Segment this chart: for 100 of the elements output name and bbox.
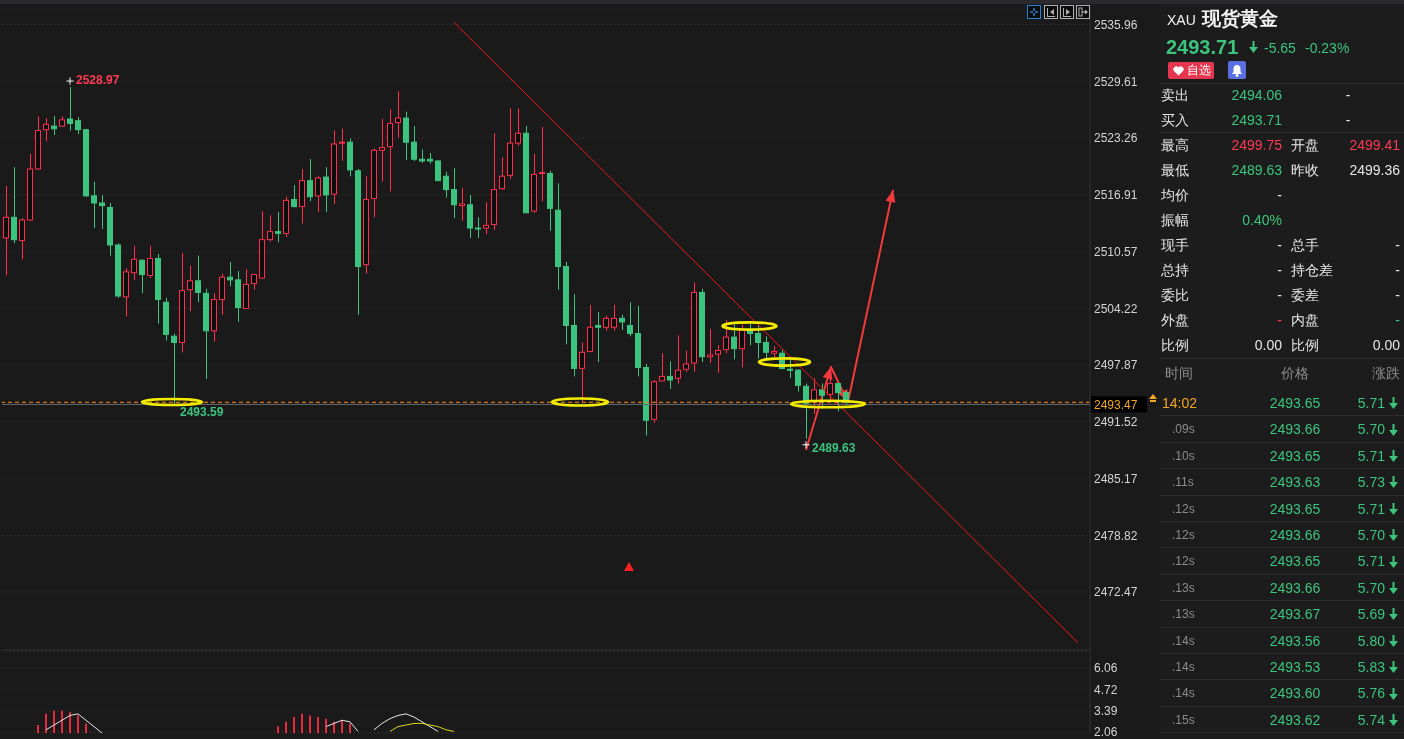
text: 2493.63 <box>1268 473 1322 493</box>
candlestick <box>147 245 153 279</box>
text: 2493.65 <box>1268 394 1322 413</box>
candlestick <box>187 265 193 312</box>
candlestick <box>275 211 281 243</box>
text: 2499.41 <box>1348 136 1400 155</box>
text: 2493.56 <box>1268 631 1322 651</box>
y-tick-label: 2478.82 <box>1094 528 1138 543</box>
candlestick <box>763 335 769 360</box>
text: 2493.71 <box>1166 35 1239 60</box>
y-tick-label: 2485.17 <box>1094 471 1138 486</box>
candlestick <box>675 334 681 385</box>
candlestick <box>19 217 25 260</box>
candlestick <box>67 86 73 132</box>
candlestick <box>627 301 633 337</box>
text: .12s <box>1172 500 1195 518</box>
candlestick <box>795 368 801 393</box>
annotation: 2493.59 <box>180 405 224 420</box>
text: - <box>1276 261 1282 280</box>
candlestick <box>667 360 673 390</box>
text: 2493.65 <box>1268 446 1322 466</box>
y-tick-label: 2.06 <box>1094 725 1118 739</box>
text: 2493.66 <box>1268 578 1322 598</box>
text: 5.73 <box>1356 473 1385 493</box>
text: 总手 <box>1291 236 1319 255</box>
text: 2489.63 <box>1230 161 1282 180</box>
text: 2493.65 <box>1268 499 1322 519</box>
candlestick <box>195 255 201 303</box>
text: 振幅 <box>1161 211 1189 230</box>
text: .09s <box>1172 421 1195 439</box>
candlestick <box>323 166 329 213</box>
candlestick <box>539 126 545 202</box>
text: 委比 <box>1161 286 1189 305</box>
candlestick <box>611 304 617 332</box>
text: - <box>1394 311 1400 330</box>
y-tick-label: 2523.26 <box>1094 131 1138 146</box>
text: .13s <box>1172 579 1195 597</box>
candlestick <box>835 382 841 412</box>
candlestick <box>307 158 313 202</box>
text: -0.23% <box>1305 39 1350 58</box>
text: 2493.66 <box>1268 420 1322 440</box>
text: 卖出 <box>1161 86 1189 105</box>
text: -5.65 <box>1264 39 1296 58</box>
text: 2493.53 <box>1268 658 1322 677</box>
candlestick <box>739 324 745 368</box>
candlestick <box>3 185 9 276</box>
text: 最高 <box>1161 136 1189 155</box>
candlestick <box>715 344 721 374</box>
candlestick <box>499 156 505 191</box>
candlestick <box>43 117 49 142</box>
line-series <box>389 722 455 732</box>
text: .12s <box>1172 553 1195 571</box>
text: .13s <box>1172 606 1195 624</box>
text: 比例 <box>1161 336 1189 355</box>
y-tick-label: 6.06 <box>1094 661 1118 676</box>
y-tick-label: 2497.87 <box>1094 358 1138 373</box>
text: - <box>1276 186 1282 205</box>
text: 0.00 <box>1371 336 1400 355</box>
y-tick-label: 3.39 <box>1094 704 1118 719</box>
candlestick <box>227 261 233 287</box>
text: 时间 <box>1165 364 1193 383</box>
text: 5.70 <box>1356 578 1385 598</box>
candlestick <box>723 319 729 354</box>
text: 2493.62 <box>1268 710 1322 730</box>
candlestick <box>395 90 401 139</box>
text: .14s <box>1172 632 1195 650</box>
y-tick-label: 4.72 <box>1094 682 1118 697</box>
candlestick <box>411 125 417 162</box>
text: 5.76 <box>1356 684 1385 704</box>
candlestick <box>435 159 441 182</box>
text: 现手 <box>1161 236 1189 255</box>
text: 内盘 <box>1291 311 1319 330</box>
candlestick <box>475 216 481 239</box>
candlestick <box>219 273 225 316</box>
annotation: 2489.63 <box>812 440 856 455</box>
y-tick-label: 2472.47 <box>1094 585 1138 600</box>
text: 2499.75 <box>1230 136 1282 155</box>
text: - <box>1395 262 1400 278</box>
text: 均价 <box>1161 186 1189 205</box>
candlestick <box>139 258 145 294</box>
text: .10s <box>1172 447 1195 465</box>
candlestick <box>387 108 393 192</box>
candlestick <box>11 166 17 244</box>
candlestick <box>443 171 449 199</box>
candlestick <box>659 352 665 382</box>
ref-line-label: 2493.47 <box>1094 397 1138 412</box>
candlestick <box>483 201 489 235</box>
text: - <box>1344 111 1352 130</box>
text: 2493.60 <box>1268 684 1322 704</box>
text: 持仓差 <box>1291 261 1333 280</box>
candlestick <box>467 194 473 239</box>
text: 2493.71 <box>1230 111 1282 130</box>
candlestick <box>827 366 833 402</box>
text: 2494.06 <box>1230 86 1282 105</box>
text: 14:02 <box>1162 394 1198 413</box>
text: 5.83 <box>1356 658 1385 677</box>
text: 总持 <box>1161 261 1189 280</box>
candlestick <box>731 324 737 360</box>
text: - <box>1276 286 1282 305</box>
text: 买入 <box>1161 111 1189 130</box>
